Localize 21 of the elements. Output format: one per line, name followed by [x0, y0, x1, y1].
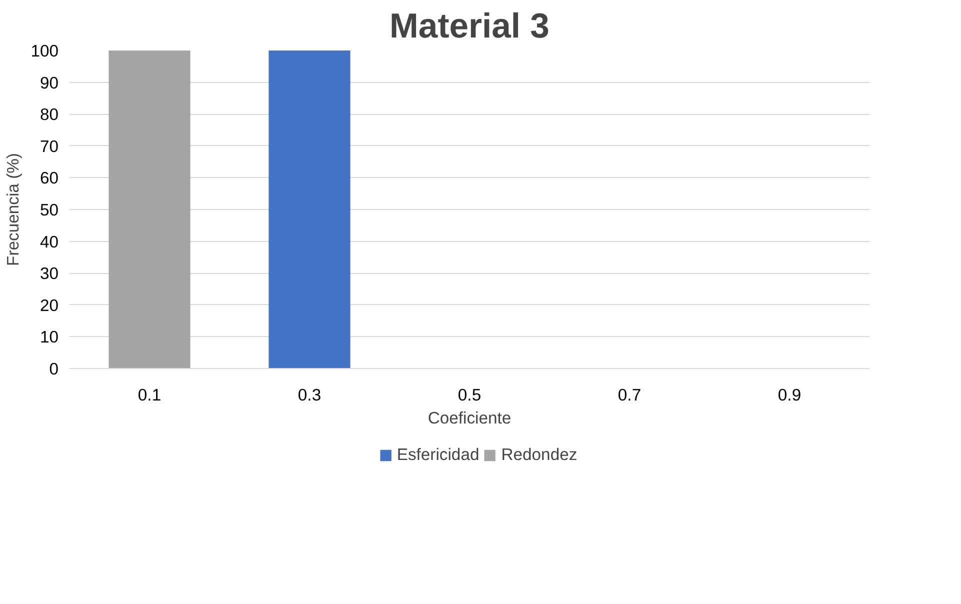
legend-label: Esfericidad [396, 445, 480, 465]
x-tick-label: 0.5 [458, 386, 482, 404]
y-tick-label: 20 [40, 296, 59, 315]
x-tick-label: 0.1 [138, 386, 162, 404]
y-tick-label: 80 [40, 105, 59, 124]
x-tick-label: 0.9 [778, 386, 802, 404]
y-tick-label: 50 [40, 200, 59, 220]
legend-label: Redondez [501, 445, 578, 465]
y-tick-label: 60 [40, 168, 59, 188]
chart-title: Material 3 [390, 8, 550, 46]
x-axis-title: Coeficiente [428, 408, 512, 428]
y-tick-label: 30 [40, 264, 59, 284]
y-tick-label: 0 [49, 360, 58, 378]
y-tick-label: 70 [40, 136, 59, 156]
y-tick-label: 90 [40, 73, 59, 92]
x-tick-label: 0.3 [298, 386, 322, 404]
x-tick-label: 0.7 [618, 386, 642, 404]
y-tick-label: 10 [40, 328, 59, 347]
y-tick-label: 40 [40, 232, 59, 252]
y-tick-label: 100 [30, 42, 59, 60]
y-axis-title: Frecuencia (%) [4, 153, 23, 266]
